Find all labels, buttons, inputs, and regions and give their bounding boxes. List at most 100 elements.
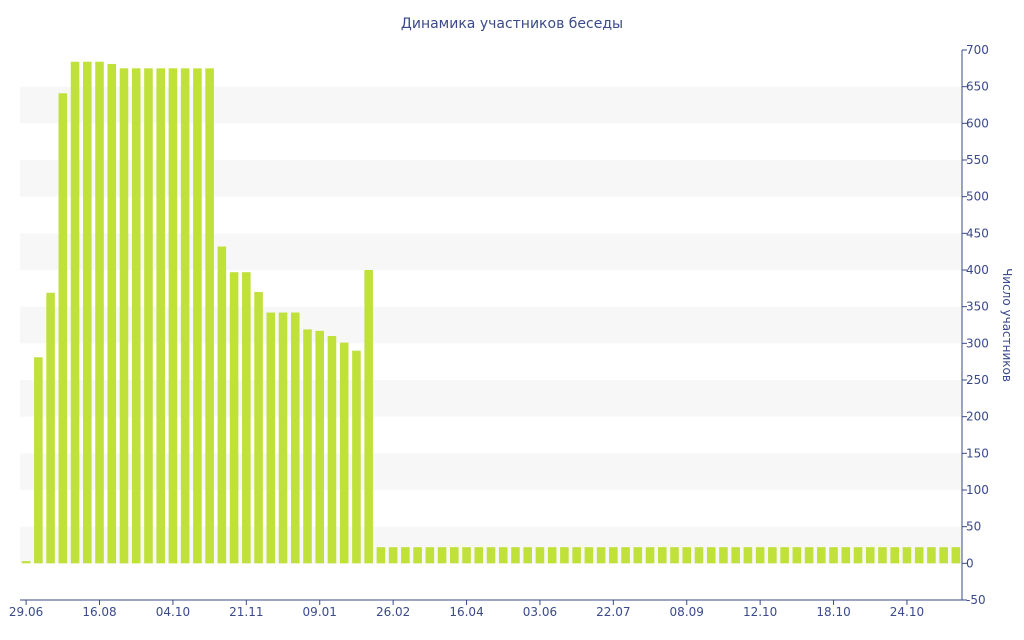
x-tick-label: 18.10 (816, 605, 850, 619)
y-tick-label: 700 (966, 43, 989, 57)
bar (523, 547, 532, 564)
bar (547, 547, 557, 564)
bar (376, 547, 386, 564)
bar (364, 270, 373, 564)
bar (46, 292, 55, 564)
y-tick-label: 200 (966, 410, 989, 424)
bar (694, 547, 704, 564)
bar (21, 561, 31, 564)
bar (817, 547, 826, 564)
bar (890, 547, 899, 564)
x-tick-label: 16.08 (82, 605, 116, 619)
bar (853, 547, 863, 564)
bar (70, 61, 80, 564)
bar (156, 68, 165, 564)
bar (303, 329, 312, 564)
bar (829, 547, 838, 564)
x-tick-label: 21.11 (229, 605, 263, 619)
bar (731, 547, 740, 564)
bar (633, 547, 643, 564)
x-tick-label: 24.10 (890, 605, 924, 619)
x-tick-label: 03.06 (523, 605, 557, 619)
x-tick-label: 16.04 (449, 605, 483, 619)
x-tick-label: 26.02 (376, 605, 410, 619)
bar (792, 547, 802, 564)
bar (327, 336, 337, 564)
bar (254, 292, 263, 564)
y-tick-label: 500 (966, 190, 989, 204)
bar (168, 68, 178, 564)
bar (657, 547, 667, 564)
y-axis-ticks: -50 0 50 100 150 200 250 300 350 400 450 500 550 600 6… (962, 43, 989, 607)
bar (927, 547, 936, 564)
bar (144, 68, 153, 564)
bar (315, 330, 325, 564)
bar (474, 547, 484, 564)
bar (902, 547, 912, 564)
bar (425, 547, 435, 564)
bar (352, 350, 361, 564)
bar (180, 68, 190, 564)
bar (498, 547, 508, 564)
bar (83, 61, 92, 564)
bar (682, 547, 692, 564)
bar (572, 547, 581, 564)
bar (780, 547, 789, 564)
bar (670, 547, 679, 564)
bar (560, 547, 569, 564)
x-tick-label: 04.10 (156, 605, 190, 619)
bar (119, 68, 129, 564)
y-tick-label: 50 (966, 520, 981, 534)
bar (951, 547, 961, 564)
x-axis-ticks: 29.06 16.08 04.10 21.11 09.01 26.02 16.04 03.06… (9, 600, 924, 619)
bar (95, 61, 104, 564)
bar (401, 547, 410, 564)
bar (645, 547, 655, 564)
bar (339, 342, 349, 564)
bar (278, 312, 288, 564)
bar (706, 547, 716, 564)
bar (193, 68, 202, 564)
y-axis-label: Число участников (1000, 268, 1014, 382)
y-tick-label: 650 (966, 80, 989, 94)
bar (804, 547, 814, 564)
bar (290, 312, 300, 564)
bar (865, 547, 875, 564)
bar (914, 547, 924, 564)
bar (107, 63, 117, 564)
bar (131, 68, 141, 564)
y-tick-label: 0 (966, 556, 974, 570)
bar (939, 547, 948, 564)
bar (609, 547, 618, 564)
bar (205, 68, 214, 564)
bar (486, 547, 496, 564)
bar (621, 547, 630, 564)
bar (229, 272, 239, 564)
bar (584, 547, 594, 564)
bar (450, 547, 459, 564)
bar (437, 547, 447, 564)
bars (21, 61, 961, 564)
bar (768, 547, 777, 564)
y-tick-label: 250 (966, 373, 989, 387)
bar (878, 547, 887, 564)
bar (841, 547, 851, 564)
y-tick-label: 300 (966, 336, 989, 350)
x-tick-label: 22.07 (596, 605, 630, 619)
x-tick-label: 29.06 (9, 605, 43, 619)
bar (743, 547, 753, 564)
x-tick-label: 12.10 (743, 605, 777, 619)
y-tick-label: 350 (966, 300, 989, 314)
x-tick-label: 08.09 (670, 605, 704, 619)
bar (755, 547, 765, 564)
y-tick-label: 400 (966, 263, 989, 277)
y-tick-label: 450 (966, 226, 989, 240)
bar (217, 246, 227, 564)
y-tick-label: -50 (966, 593, 986, 607)
y-tick-label: 150 (966, 446, 989, 460)
bar (596, 547, 606, 564)
bar (719, 547, 728, 564)
bar (266, 312, 276, 564)
y-tick-label: 550 (966, 153, 989, 167)
